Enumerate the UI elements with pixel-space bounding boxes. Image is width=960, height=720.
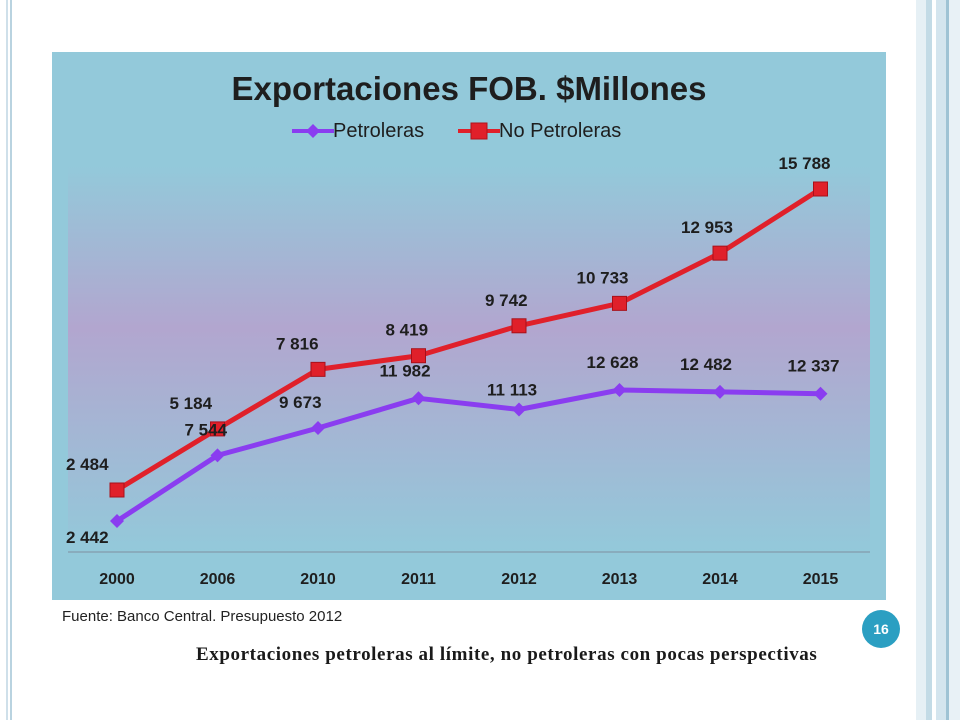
data-point-petroleras-2000 xyxy=(110,514,124,528)
x-tick-label-2000: 2000 xyxy=(99,571,135,588)
data-point-no-petroleras-2010 xyxy=(310,361,326,377)
data-point-no-petroleras-2006 xyxy=(210,421,225,437)
data-point-no-petroleras-2011 xyxy=(411,348,426,364)
data-point-no-petroleras-2013 xyxy=(612,295,627,311)
legend-label-petroleras: Petroleras xyxy=(333,120,425,142)
data-label-petroleras-2000: 2 442 xyxy=(66,528,109,547)
data-label-petroleras-2011: 11 982 xyxy=(380,361,431,380)
x-tick-label-2014: 2014 xyxy=(702,571,738,588)
data-label-no-petroleras-2012: 9 742 xyxy=(485,291,528,310)
data-point-no-petroleras-2000 xyxy=(109,482,125,498)
data-point-no-petroleras-2015 xyxy=(813,181,828,197)
legend-label-no-petroleras: No Petroleras xyxy=(499,120,622,142)
data-label-petroleras-2015: 12 337 xyxy=(788,357,840,376)
source-note: Fuente: Banco Central. Presupuesto 2012 xyxy=(62,608,343,625)
slide-frame-right xyxy=(916,0,960,720)
slide-caption: Exportaciones petroleras al límite, no p… xyxy=(196,644,818,665)
data-point-no-petroleras-2012 xyxy=(511,318,527,334)
data-label-no-petroleras-2015: 15 788 xyxy=(779,154,831,173)
series-line-no-petroleras xyxy=(115,186,822,493)
data-point-no-petroleras-2014 xyxy=(712,245,728,261)
data-label-no-petroleras-2000: 2 484 xyxy=(66,455,109,474)
x-tick-label-2011: 2011 xyxy=(401,571,436,588)
x-tick-label-2006: 2006 xyxy=(200,571,236,588)
legend-swatch-no-petroleras xyxy=(456,118,504,144)
data-point-petroleras-2010 xyxy=(311,421,325,436)
data-label-petroleras-2014: 12 482 xyxy=(680,355,732,374)
chart-title: Exportaciones FOB. $Millones xyxy=(231,70,707,107)
data-label-no-petroleras-2010: 7 816 xyxy=(276,334,319,353)
data-label-petroleras-2013: 12 628 xyxy=(587,353,639,372)
data-label-no-petroleras-2014: 12 953 xyxy=(681,218,733,237)
data-label-petroleras-2006: 7 544 xyxy=(185,420,228,439)
x-tick-label-2015: 2015 xyxy=(803,571,839,588)
slide-frame-left-inner xyxy=(6,0,8,720)
data-label-petroleras-2010: 9 673 xyxy=(279,393,322,412)
page-number-badge: 16 xyxy=(862,610,900,648)
x-tick-label-2010: 2010 xyxy=(300,571,336,588)
data-label-no-petroleras-2006: 5 184 xyxy=(170,394,213,413)
chart-area: 2 442 7 544 9 673 11 982 11 113 12 628 12 482 1… xyxy=(52,52,886,600)
x-tick-label-2013: 2013 xyxy=(602,571,638,588)
data-point-petroleras-2015 xyxy=(813,386,828,401)
x-tick-label-2012: 2012 xyxy=(501,571,537,588)
series-line-petroleras xyxy=(115,387,821,524)
data-point-petroleras-2012 xyxy=(512,402,526,417)
data-point-petroleras-2014 xyxy=(713,384,727,399)
data-point-petroleras-2013 xyxy=(612,383,627,397)
chart-plot: 2 442 7 544 9 673 11 982 11 113 12 628 12 482 1… xyxy=(66,154,870,588)
data-label-no-petroleras-2011: 8 419 xyxy=(386,321,429,340)
data-point-petroleras-2006 xyxy=(210,448,225,463)
data-label-petroleras-2012: 11 113 xyxy=(487,380,537,399)
data-point-petroleras-2011 xyxy=(411,391,426,406)
legend: Petroleras No Petroleras xyxy=(52,118,886,144)
legend-swatch-petroleras xyxy=(290,118,338,144)
data-label-no-petroleras-2013: 10 733 xyxy=(577,268,629,287)
plot-area xyxy=(68,166,870,552)
slide-frame-left xyxy=(0,0,12,720)
